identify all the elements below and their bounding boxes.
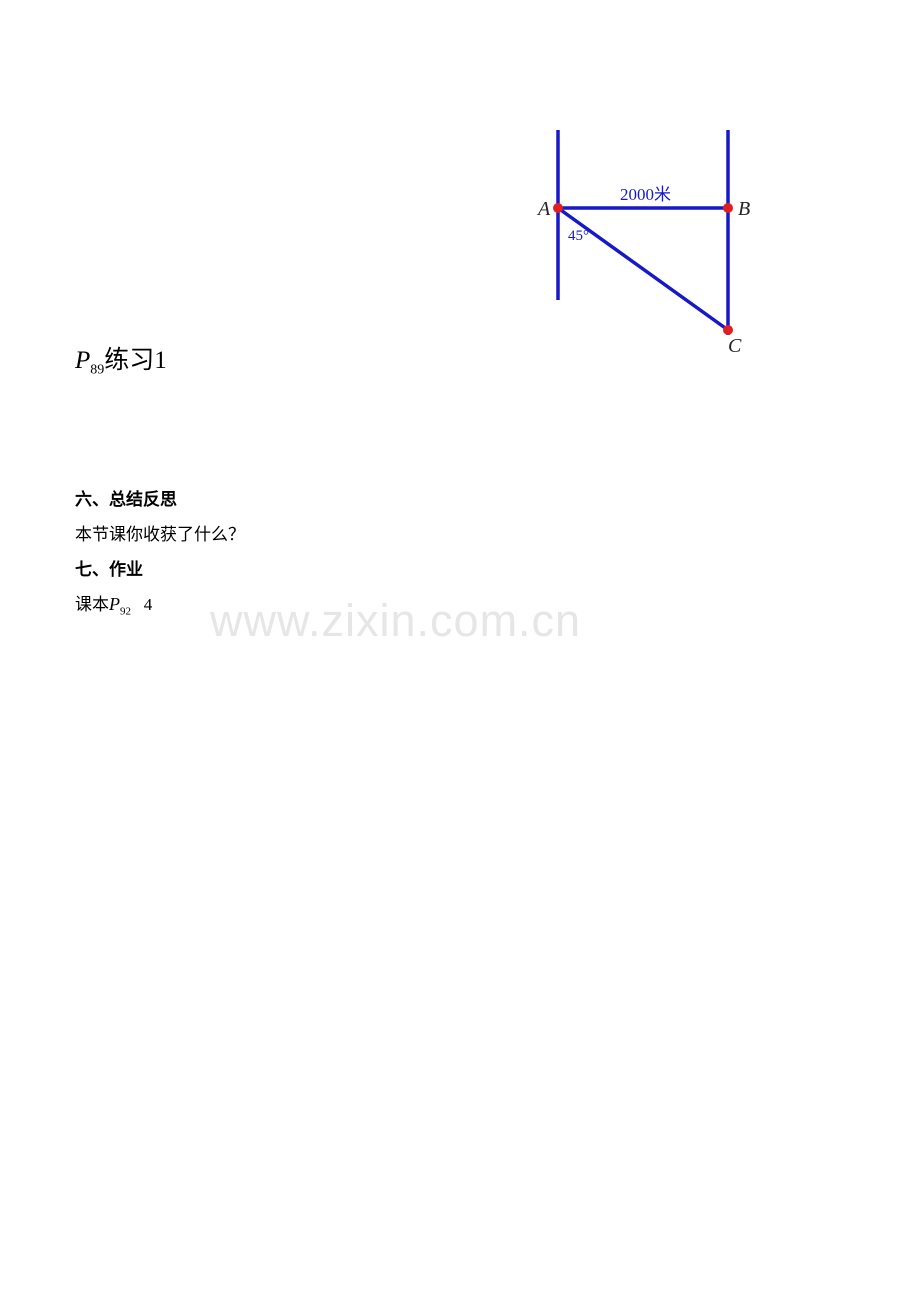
geometry-diagram: A B C 2000米 45°	[480, 120, 780, 375]
homework-prefix: 课本	[75, 595, 109, 614]
point-c-label: C	[728, 335, 742, 357]
angle-label: 45°	[568, 228, 589, 244]
exercise-page-sub: 89	[90, 362, 104, 377]
homework-num: 4	[144, 595, 153, 614]
point-b-label: B	[738, 198, 750, 220]
point-a-label: A	[536, 198, 551, 220]
watermark-text: www.zixin.com.cn	[210, 595, 581, 647]
exercise-p: P	[75, 347, 90, 374]
section7-heading: 七、作业	[75, 555, 245, 580]
distance-label: 2000米	[620, 185, 671, 204]
section6-heading: 六、总结反思	[75, 485, 245, 510]
homework-sub: 92	[120, 605, 131, 617]
section6-body: 本节课你收获了什么？	[75, 520, 245, 545]
exercise-text: 练习1	[104, 347, 167, 374]
homework-p: P	[109, 594, 120, 614]
exercise-reference: P89练习1	[75, 340, 167, 378]
